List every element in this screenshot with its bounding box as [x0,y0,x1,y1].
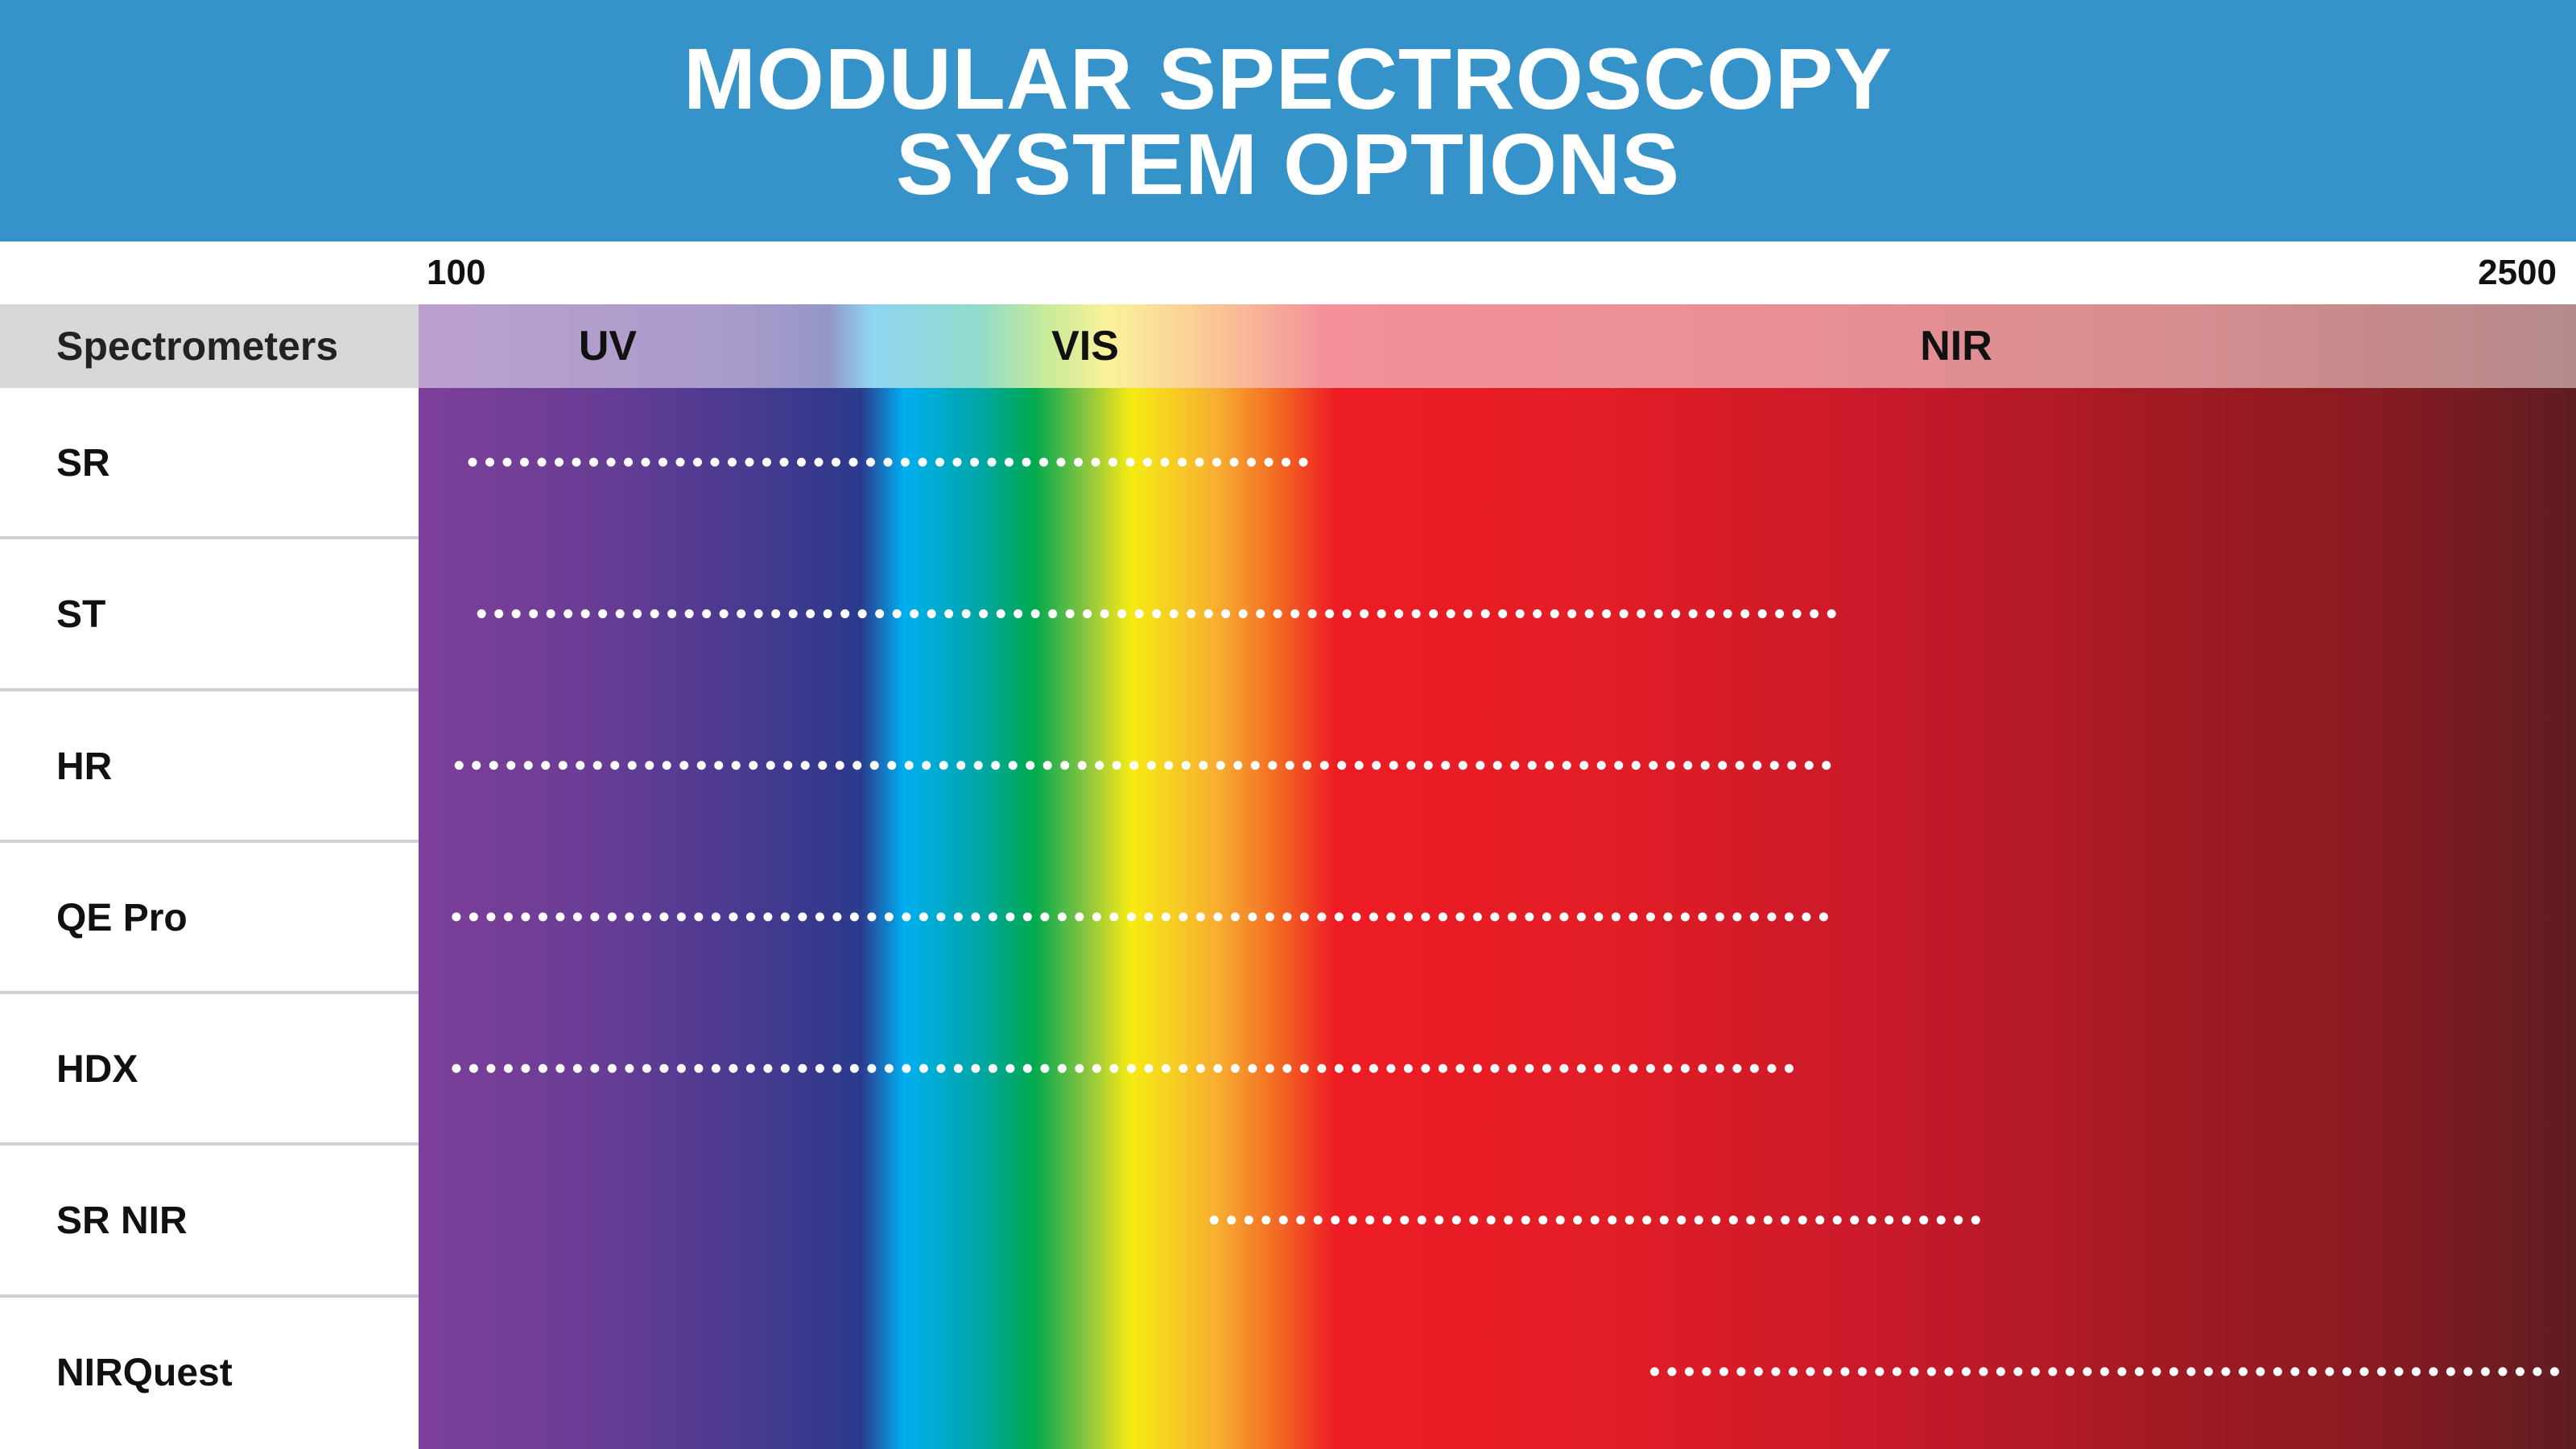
row-label: SR NIR [0,1146,419,1298]
x-axis-min-tick: 100 [427,253,486,292]
wavelength-range-plot [452,457,2574,1377]
row-label: HR [0,691,419,843]
row-label: QE Pro [0,843,419,995]
row-label: HDX [0,994,419,1146]
x-axis-max-tick: 2500 [2478,253,2557,292]
band-label-uv: UV [578,323,638,369]
row-label: ST [0,539,419,691]
row-label: SR [0,388,419,540]
band-label-nir: NIR [1920,323,1992,369]
title-banner: MODULAR SPECTROSCOPY SYSTEM OPTIONS [0,0,2576,242]
chart-title-line-2: SYSTEM OPTIONS [895,115,1681,213]
spectrometers-column-header: Spectrometers [0,304,419,388]
band-label-vis: VIS [1051,323,1119,369]
spectral-band-strip: UV VIS NIR [419,304,2576,388]
spectrometer-row-labels: SR ST HR QE Pro HDX SR NIR NIRQuest [0,388,419,1449]
chart-title-line-1: MODULAR SPECTROSCOPY [683,30,1893,127]
row-label: NIRQuest [56,1351,233,1394]
